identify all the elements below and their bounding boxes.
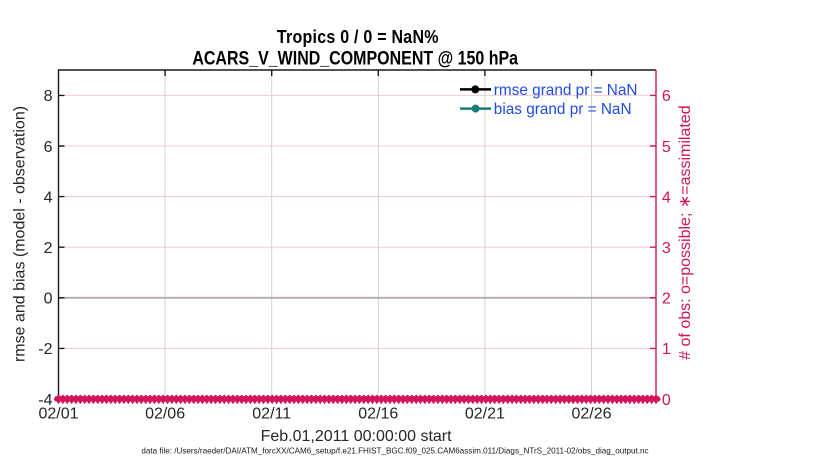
svg-text:4: 4 [44, 189, 53, 206]
svg-text:data file: /Users/raeder/DAI/A: data file: /Users/raeder/DAI/ATM_forcXX/… [141, 447, 648, 456]
svg-text:8: 8 [44, 88, 53, 105]
svg-text:bias grand pr = NaN: bias grand pr = NaN [494, 101, 632, 118]
svg-text:4: 4 [662, 189, 671, 206]
svg-text:Feb.01,2011 00:00:00 start: Feb.01,2011 00:00:00 start [261, 428, 453, 445]
svg-text:2: 2 [44, 240, 53, 257]
svg-text:02/26: 02/26 [571, 406, 611, 423]
svg-text:02/06: 02/06 [145, 406, 185, 423]
svg-text:02/01: 02/01 [38, 406, 78, 423]
svg-text:02/16: 02/16 [358, 406, 398, 423]
svg-text:Tropics 0 / 0 = NaN%: Tropics 0 / 0 = NaN% [277, 26, 439, 48]
svg-text:6: 6 [44, 139, 53, 156]
svg-text:rmse and bias (model - observa: rmse and bias (model - observation) [12, 106, 29, 362]
svg-text:3: 3 [662, 240, 671, 257]
svg-text:0: 0 [662, 392, 671, 409]
svg-text:1: 1 [662, 341, 671, 358]
svg-text:0: 0 [44, 291, 53, 308]
svg-text:ACARS_V_WIND_COMPONENT @ 150 h: ACARS_V_WIND_COMPONENT @ 150 hPa [192, 47, 518, 69]
svg-text:5: 5 [662, 139, 671, 156]
svg-text:rmse grand pr = NaN: rmse grand pr = NaN [494, 82, 638, 99]
svg-text:02/11: 02/11 [252, 406, 291, 423]
svg-text:# of obs: o=possible; ∗=assimi: # of obs: o=possible; ∗=assimilated [677, 105, 694, 359]
svg-text:-2: -2 [38, 341, 52, 358]
svg-text:02/21: 02/21 [465, 406, 505, 423]
svg-text:2: 2 [662, 291, 671, 308]
svg-text:-4: -4 [38, 392, 52, 409]
svg-text:6: 6 [662, 88, 671, 105]
